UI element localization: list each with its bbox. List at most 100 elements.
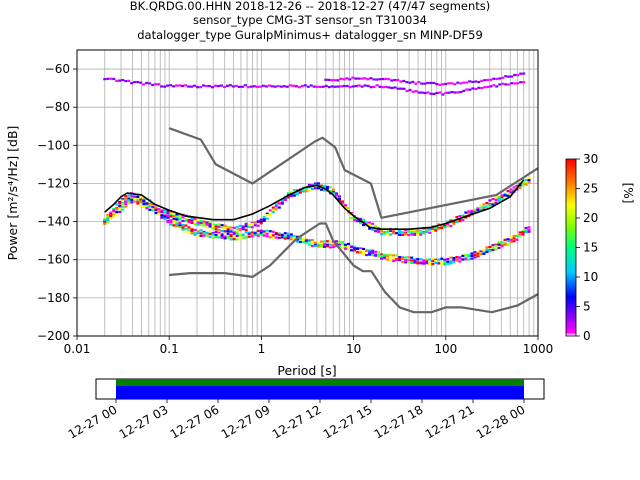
density-cell: [133, 194, 137, 197]
density-cell: [217, 233, 221, 236]
density-cell: [396, 87, 400, 90]
density-cell: [359, 251, 363, 254]
density-cell: [193, 84, 197, 87]
density-cell: [369, 86, 373, 89]
density-cell: [387, 86, 391, 89]
density-cell: [331, 243, 335, 247]
density-cell: [226, 232, 230, 235]
density-cell: [294, 85, 298, 88]
density-cell: [497, 241, 501, 244]
density-cell: [410, 229, 414, 232]
density-cell: [211, 236, 215, 239]
density-cell: [390, 86, 394, 90]
density-cell: [477, 80, 481, 84]
density-cell: [283, 232, 287, 235]
density-cell: [519, 72, 523, 75]
density-cell: [353, 216, 357, 220]
density-cell: [178, 226, 182, 229]
density-cell: [220, 233, 224, 236]
density-cell: [124, 200, 128, 203]
density-cell: [339, 77, 343, 80]
density-cell: [340, 243, 344, 246]
density-cell: [363, 77, 367, 80]
density-cell: [205, 232, 209, 235]
density-cell: [244, 225, 248, 228]
density-cell: [509, 236, 513, 239]
density-cell: [398, 229, 402, 232]
density-cell: [199, 229, 203, 232]
density-cell: [368, 251, 372, 254]
density-cell: [271, 211, 275, 214]
density-cell: [401, 260, 405, 264]
density-cell: [328, 246, 332, 249]
density-cell: [350, 246, 354, 249]
density-cell: [390, 79, 394, 82]
density-cell: [265, 217, 269, 220]
density-cell: [509, 191, 513, 194]
density-cell: [244, 228, 248, 231]
density-cell: [222, 85, 226, 89]
density-cell: [431, 263, 435, 266]
density-cell: [389, 256, 393, 259]
density-cell: [283, 198, 287, 202]
density-cell: [103, 220, 107, 224]
density-cell: [288, 84, 292, 87]
time-tick-label: 12-27 09: [219, 402, 273, 441]
density-cell: [452, 256, 456, 260]
density-cell: [380, 232, 384, 236]
density-cell: [372, 85, 376, 88]
density-cell: [494, 244, 498, 247]
density-cell: [380, 253, 384, 256]
density-cell: [228, 84, 232, 87]
density-cell: [402, 87, 406, 90]
density-cell: [524, 226, 528, 230]
density-cell: [366, 84, 370, 88]
density-cell: [250, 235, 254, 238]
density-cell: [235, 232, 239, 235]
density-cell: [142, 197, 146, 200]
density-cell: [336, 85, 340, 88]
density-cell: [407, 230, 411, 233]
density-cell: [190, 228, 194, 231]
density-cell: [498, 77, 502, 80]
density-cell: [106, 215, 110, 218]
density-cell: [452, 222, 456, 225]
density-cell: [428, 263, 432, 266]
density-cell: [283, 235, 287, 238]
time-tick-label: 12-27 15: [321, 402, 375, 441]
density-cell: [419, 260, 423, 264]
density-cell: [413, 233, 417, 236]
density-cell: [503, 197, 507, 200]
density-cell: [398, 233, 402, 236]
density-cell: [450, 90, 454, 94]
density-cell: [368, 227, 372, 230]
density-cell: [470, 252, 474, 255]
density-cell: [422, 231, 426, 234]
density-cell: [325, 185, 329, 189]
density-cell: [437, 262, 441, 265]
density-cell: [468, 88, 472, 91]
y-axis-ticks: −60 −80 −100 −120 −140 −160 −180 −200: [37, 62, 77, 343]
density-cell: [440, 257, 444, 260]
density-cell: [217, 223, 221, 226]
density-cell: [470, 211, 474, 214]
density-cell: [274, 203, 278, 206]
density-cell: [340, 202, 344, 205]
density-cell: [319, 184, 323, 187]
density-cell: [157, 209, 161, 212]
density-cell: [268, 209, 272, 212]
density-cell: [461, 258, 465, 261]
density-cell: [453, 83, 457, 86]
density-cell: [524, 180, 528, 184]
density-cell: [351, 76, 355, 79]
density-cell: [307, 189, 311, 193]
density-cell: [497, 246, 501, 250]
density-cell: [365, 249, 369, 253]
density-cell: [440, 226, 444, 230]
density-cell: [492, 84, 496, 87]
density-cell: [383, 227, 387, 230]
density-cell: [476, 208, 480, 212]
density-cell: [521, 233, 525, 236]
time-tick-label: 12-28 00: [474, 402, 528, 441]
density-cell: [312, 85, 316, 88]
